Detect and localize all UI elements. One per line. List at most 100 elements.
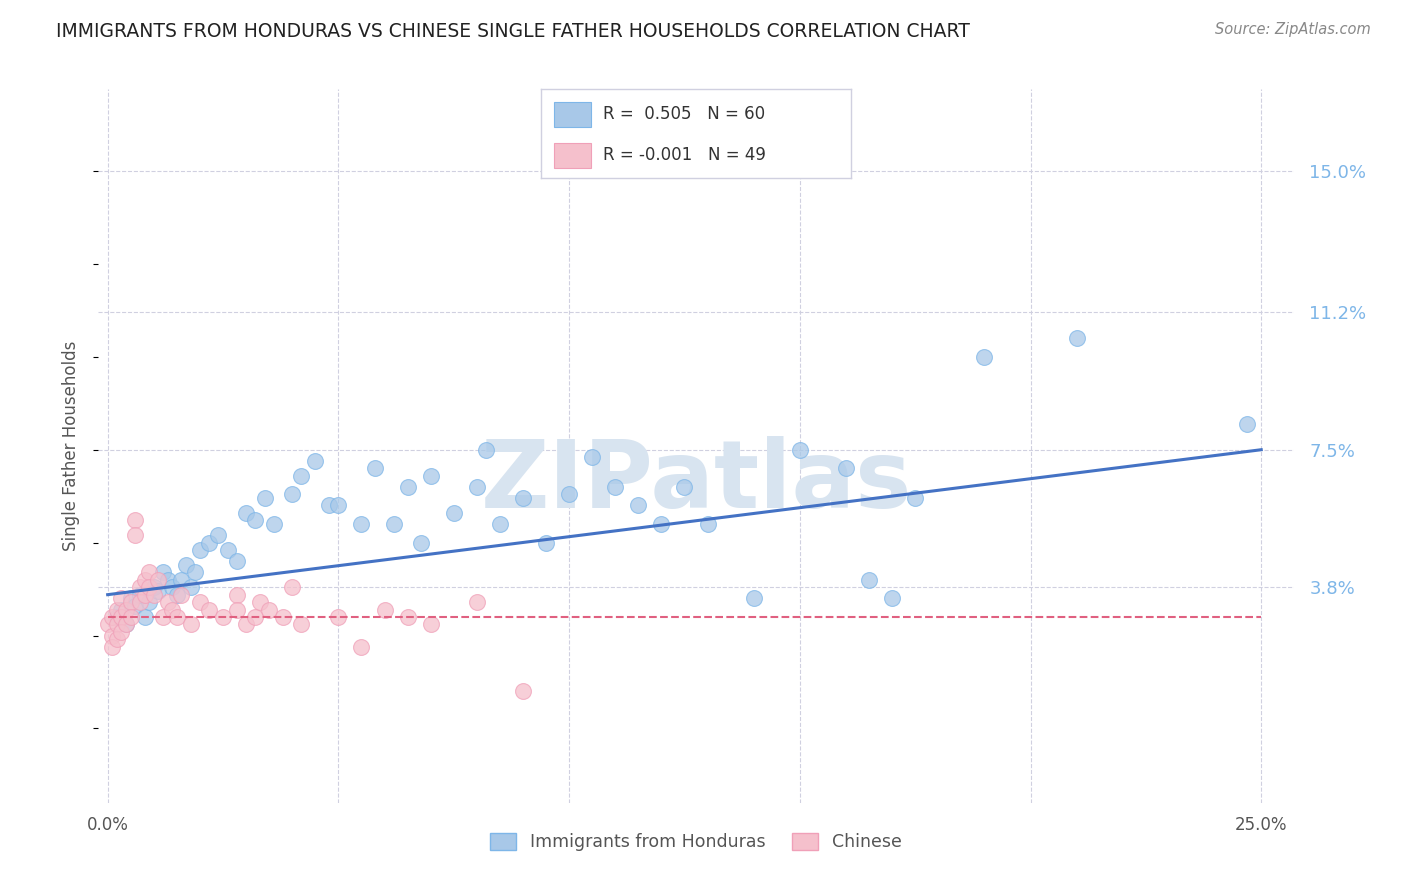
Point [105, 632, 128, 647]
Point [115, 602, 138, 616]
Point [281, 580, 304, 594]
Point [142, 588, 165, 602]
Point [129, 580, 152, 594]
Point [166, 610, 188, 624]
Point [290, 468, 312, 483]
Point [373, 602, 395, 616]
Point [271, 610, 294, 624]
Point [129, 588, 152, 602]
Point [110, 591, 132, 606]
Text: ZIPatlas: ZIPatlas [481, 435, 911, 528]
Point [534, 535, 557, 549]
Point [465, 595, 488, 609]
Point [198, 602, 221, 616]
Point [188, 543, 211, 558]
Point [162, 580, 184, 594]
Point [138, 566, 160, 580]
Point [475, 442, 498, 457]
Point [290, 617, 312, 632]
Point [558, 487, 581, 501]
Point [115, 617, 138, 632]
Point [212, 610, 235, 624]
Point [170, 588, 193, 602]
Point [138, 595, 160, 609]
Point [115, 617, 138, 632]
Point [253, 491, 276, 505]
Point [328, 610, 350, 624]
Point [512, 684, 534, 698]
Point [198, 535, 221, 549]
Point [225, 588, 247, 602]
Point [101, 640, 124, 654]
Point [124, 513, 146, 527]
Point [904, 491, 927, 505]
Point [350, 640, 373, 654]
Point [134, 588, 156, 602]
Point [235, 617, 257, 632]
Point [1066, 331, 1088, 345]
Point [627, 499, 650, 513]
Legend: Immigrants from Honduras, Chinese: Immigrants from Honduras, Chinese [484, 826, 908, 858]
Point [101, 628, 124, 642]
Point [858, 573, 880, 587]
Point [835, 461, 858, 475]
Point [364, 461, 387, 475]
Point [105, 610, 128, 624]
Point [138, 580, 160, 594]
Y-axis label: Single Father Households: Single Father Households [62, 341, 80, 551]
Point [419, 617, 441, 632]
Point [512, 491, 534, 505]
Point [184, 566, 207, 580]
Point [110, 610, 132, 624]
Point [382, 516, 405, 531]
Point [411, 535, 433, 549]
Point [1236, 417, 1258, 431]
Point [105, 617, 128, 632]
Point [101, 610, 124, 624]
Point [207, 528, 229, 542]
Point [124, 599, 146, 613]
Point [156, 573, 179, 587]
Point [120, 610, 142, 624]
Point [249, 595, 271, 609]
Point [148, 573, 170, 587]
Point [148, 583, 170, 598]
Point [134, 573, 156, 587]
Point [245, 610, 267, 624]
Point [443, 506, 465, 520]
Point [166, 588, 188, 602]
Point [124, 528, 146, 542]
Point [789, 442, 811, 457]
Point [396, 610, 419, 624]
Point [419, 468, 441, 483]
Text: R = -0.001   N = 49: R = -0.001 N = 49 [603, 146, 766, 164]
Point [120, 591, 142, 606]
Point [318, 499, 340, 513]
Text: R =  0.505   N = 60: R = 0.505 N = 60 [603, 105, 765, 123]
Point [281, 487, 304, 501]
Point [263, 516, 285, 531]
Point [605, 480, 627, 494]
FancyBboxPatch shape [554, 143, 591, 168]
Point [174, 558, 197, 572]
Point [581, 450, 603, 464]
Point [110, 624, 132, 639]
Text: IMMIGRANTS FROM HONDURAS VS CHINESE SINGLE FATHER HOUSEHOLDS CORRELATION CHART: IMMIGRANTS FROM HONDURAS VS CHINESE SING… [56, 22, 970, 41]
Point [973, 350, 995, 364]
Text: Source: ZipAtlas.com: Source: ZipAtlas.com [1215, 22, 1371, 37]
Point [120, 595, 142, 609]
Point [880, 591, 903, 606]
Point [217, 543, 239, 558]
Point [350, 516, 373, 531]
Point [396, 480, 419, 494]
Point [97, 617, 120, 632]
Point [110, 602, 132, 616]
Point [225, 602, 247, 616]
Point [142, 580, 165, 594]
Point [235, 506, 257, 520]
Point [188, 595, 211, 609]
Point [328, 499, 350, 513]
Point [134, 610, 156, 624]
Point [162, 602, 184, 616]
Point [650, 516, 672, 531]
